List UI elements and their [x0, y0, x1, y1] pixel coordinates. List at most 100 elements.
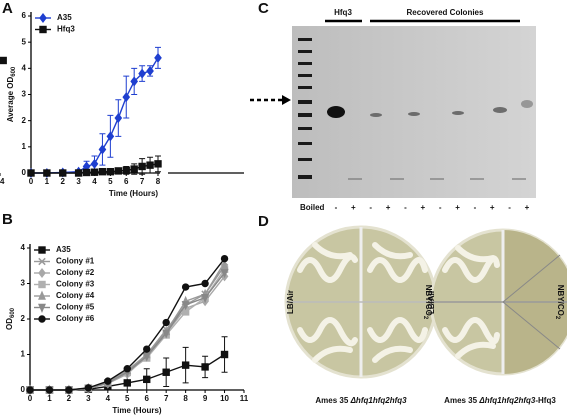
caption: Ames 35 Δhfq1hfq2hfq3-Hfq3 [444, 396, 556, 405]
marker [82, 168, 91, 177]
x-tick-label: 6 [124, 177, 129, 186]
x-tick-label: 1 [45, 177, 50, 186]
boiled-sign: + [490, 203, 495, 212]
legend-marker [38, 280, 46, 289]
legend-label: Colony #2 [56, 268, 95, 277]
plates: LB/Air LB/Air NBY/CO2 NBY/CO2 Ames 35 Δh… [284, 225, 567, 405]
y-axis-label-sub: 600 [11, 66, 17, 77]
legend-marker [38, 246, 46, 254]
x-tick-label: 9 [203, 394, 208, 403]
legend-marker [38, 257, 46, 266]
marker [90, 168, 99, 176]
x-tick-label: 11 [240, 394, 249, 403]
boiled-sign: + [455, 203, 460, 212]
legend-marker [39, 12, 47, 24]
caption-part: Ames 35 [444, 396, 477, 405]
boiled-sign: - [369, 203, 372, 212]
x-tick-label: 1 [47, 394, 52, 403]
panel-letter: A [2, 0, 13, 17]
y-tick-label: 4 [22, 63, 27, 72]
lane-group-label: Recovered Colonies [407, 8, 484, 17]
boiled-sign: + [351, 203, 356, 212]
y-axis-label-sub: 600 [10, 307, 16, 318]
legend-label: Colony #6 [56, 314, 95, 323]
x-tick-label: 24 [0, 177, 5, 186]
x-tick-label: 3 [86, 394, 91, 403]
x-axis-label: Time (Hours) [109, 189, 159, 198]
x-tick-label: 2 [67, 394, 72, 403]
marker [122, 92, 131, 103]
marker [114, 167, 123, 175]
x-tick-label: 4 [92, 177, 97, 186]
label-sub: 2 [554, 316, 560, 320]
caption-part: Ames 35 [315, 396, 348, 405]
caption-part: Δhfq1hfq2hfq3 [350, 396, 408, 405]
legend-marker [39, 25, 47, 34]
caption-part: -Hfq3 [535, 396, 556, 405]
marker [181, 361, 190, 369]
x-tick-label: 2 [61, 177, 66, 186]
y-axis-label: Average OD600 [6, 66, 16, 122]
boiled-sign: - [335, 203, 338, 212]
x-tick-label: 6 [145, 394, 150, 403]
marker [98, 167, 107, 176]
marker [130, 76, 139, 87]
label-text: NBY/CO [424, 285, 433, 316]
y-tick-label: 3 [22, 90, 27, 99]
marker [122, 166, 130, 175]
boiled-sign: + [420, 203, 425, 212]
marker [114, 113, 123, 124]
y-tick-label: 2 [22, 116, 27, 125]
marker [106, 167, 115, 176]
marker [220, 269, 229, 279]
y-tick-label: 4 [21, 243, 26, 252]
legend-label: A35 [56, 245, 71, 254]
x-tick-label: 4 [106, 394, 111, 403]
marker [220, 350, 229, 359]
caption: Ames 35 Δhfq1hfq2hfq3 [315, 396, 407, 405]
marker [43, 169, 51, 177]
label-sub: 2 [422, 316, 428, 320]
marker [138, 162, 146, 171]
x-axis-label: Time (Hours) [112, 406, 162, 415]
marker [27, 169, 35, 177]
boiled-sign: + [525, 203, 530, 212]
y-tick-label: 0 [21, 385, 26, 394]
marker [146, 65, 154, 76]
marker [45, 386, 54, 394]
y-tick-label: 1 [22, 142, 27, 151]
legend-marker [38, 290, 46, 300]
marker [59, 169, 67, 177]
marker [162, 318, 170, 327]
marker [201, 294, 210, 304]
marker [106, 131, 115, 142]
marker [220, 260, 229, 270]
legend-label: Colony #5 [56, 303, 95, 312]
plate-label: LB/Air [427, 290, 436, 314]
y-axis-label-text: OD [5, 318, 14, 330]
legend-label: Colony #3 [56, 280, 95, 289]
legend-label: A35 [57, 13, 72, 22]
marker [138, 68, 146, 79]
gel: Hfq3 Recovered Colonies Boiled [250, 8, 536, 212]
x-tick-label: 10 [220, 394, 229, 403]
y-tick-label: 0 [22, 168, 27, 177]
marker [26, 386, 34, 394]
y-axis-label: OD600 [5, 307, 15, 330]
x-tick-label: 7 [140, 177, 145, 186]
x-tick-label: 8 [156, 177, 161, 186]
marker [201, 363, 209, 371]
plate-label: NBY/CO2 [422, 285, 432, 320]
marker [154, 52, 162, 63]
caption-part: Δhfq1hfq2hfq3 [478, 396, 536, 405]
marker [162, 368, 170, 376]
y-tick-label: 2 [21, 314, 26, 323]
marker [123, 379, 131, 387]
boiled-sign: - [439, 203, 442, 212]
plate-label: NBY/CO2 [554, 285, 564, 320]
boiled-sign: - [404, 203, 407, 212]
marker [181, 283, 190, 291]
legend-label: Colony #4 [56, 291, 95, 300]
plate-label: LB/Air [286, 290, 295, 314]
